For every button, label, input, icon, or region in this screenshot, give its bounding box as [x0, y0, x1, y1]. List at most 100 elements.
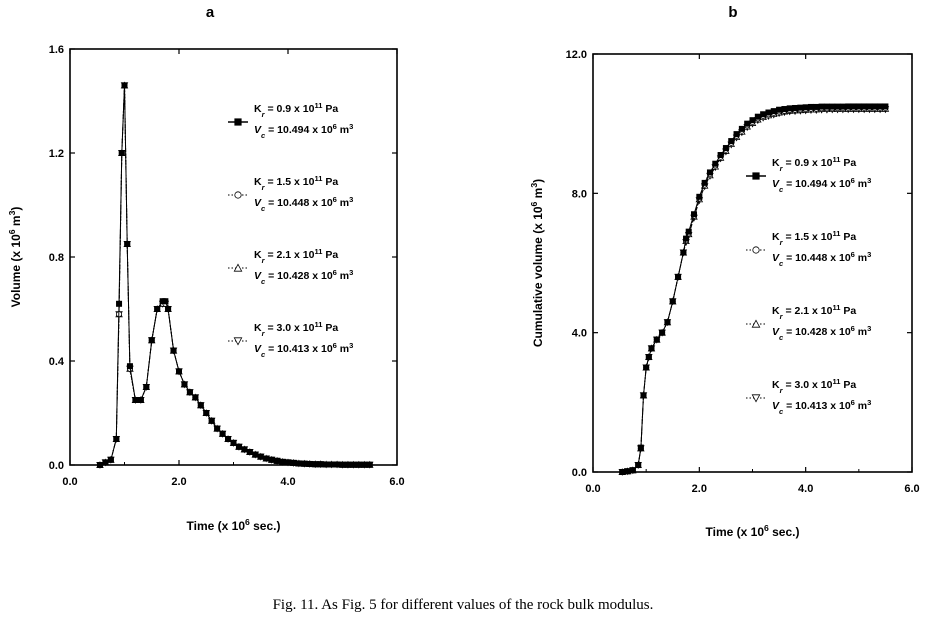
- data-point: [334, 461, 341, 468]
- data-point: [154, 305, 161, 312]
- data-point: [361, 461, 368, 468]
- y-axis-label: Cumulative volume (x 106 m3): [529, 179, 545, 347]
- data-point: [235, 443, 242, 450]
- data-point: [722, 145, 729, 152]
- data-point: [619, 468, 626, 475]
- x-tick-label: 6.0: [904, 483, 919, 495]
- data-point: [675, 273, 682, 280]
- data-point: [328, 461, 335, 468]
- data-point: [818, 103, 825, 110]
- data-point: [635, 462, 642, 469]
- data-point: [765, 109, 772, 116]
- data-point: [776, 106, 783, 113]
- legend-v-value: Vc = 10.494 x 106 m3: [772, 176, 871, 194]
- data-point: [744, 120, 751, 127]
- y-tick-label: 1.6: [49, 44, 64, 56]
- plot-frame: [69, 48, 398, 466]
- x-tick-label: 0.0: [62, 476, 77, 488]
- data-point: [126, 363, 133, 370]
- legend-marker: [751, 394, 761, 403]
- data-point: [290, 459, 297, 466]
- data-point: [685, 228, 692, 235]
- figure-caption: Fig. 11. As Fig. 5 for different values …: [272, 597, 654, 613]
- data-point: [786, 105, 793, 112]
- x-tick-label: 2.0: [171, 476, 186, 488]
- legend-item: Kr = 2.1 x 1011 Pa Vc = 10.428 x 106 m3: [228, 247, 353, 286]
- data-point: [344, 461, 351, 468]
- data-point: [192, 394, 199, 401]
- panel-b: b 0.0 2.0 4.0 6.0 0.0 4.0 8.0 12.0 Time (x 106 se…: [529, 4, 920, 539]
- y-axis-label: Volume (x 106 m3): [7, 207, 23, 308]
- data-point: [781, 106, 788, 113]
- legend-marker: [751, 319, 761, 328]
- legend-marker: [752, 246, 760, 254]
- legend-marker: [233, 337, 243, 346]
- legend-k-value: Kr = 3.0 x 1011 Pa: [772, 377, 856, 395]
- panel-letter: a: [206, 4, 215, 21]
- data-point: [733, 131, 740, 138]
- data-point: [214, 425, 221, 432]
- data-point: [301, 460, 308, 467]
- data-point: [659, 329, 666, 336]
- data-point: [252, 451, 259, 458]
- panel-letter: b: [728, 4, 737, 21]
- data-point: [882, 103, 889, 110]
- legend-marker: [752, 172, 760, 180]
- data-point: [637, 444, 644, 451]
- data-point: [350, 461, 357, 468]
- data-point: [274, 457, 281, 464]
- legend-v-value: Vc = 10.413 x 106 m3: [772, 398, 871, 416]
- data-point: [829, 103, 836, 110]
- legend-k-value: Kr = 1.5 x 1011 Pa: [254, 174, 338, 192]
- data-point: [834, 103, 841, 110]
- data-point: [219, 430, 226, 437]
- data-point: [197, 402, 204, 409]
- legend-k-value: Kr = 1.5 x 1011 Pa: [772, 229, 856, 247]
- data-point: [165, 305, 172, 312]
- data-point: [717, 152, 724, 159]
- data-point: [317, 461, 324, 468]
- legend-v-value: Vc = 10.413 x 106 m3: [254, 341, 353, 359]
- data-point: [96, 461, 103, 468]
- data-point: [813, 103, 820, 110]
- legend-k-value: Kr = 0.9 x 1011 Pa: [772, 155, 856, 173]
- data-point: [802, 104, 809, 111]
- data-point: [643, 364, 650, 371]
- data-point: [148, 337, 155, 344]
- data-point: [792, 104, 799, 111]
- data-point: [306, 460, 313, 467]
- series-1: [96, 82, 373, 468]
- data-point: [807, 103, 814, 110]
- x-tick-label: 6.0: [389, 476, 404, 488]
- data-point: [680, 249, 687, 256]
- data-point: [312, 461, 319, 468]
- legend-item: Kr = 3.0 x 1011 Pa Vc = 10.413 x 106 m3: [746, 377, 871, 416]
- legend-item: Kr = 0.9 x 1011 Pa Vc = 10.494 x 106 m3: [228, 101, 353, 140]
- data-point: [664, 319, 671, 326]
- x-tick-label: 4.0: [280, 476, 295, 488]
- legend-item: Kr = 0.9 x 1011 Pa Vc = 10.494 x 106 m3: [746, 155, 871, 194]
- x-axis-label: Time (x 106 sec.): [706, 523, 800, 539]
- data-point: [877, 103, 884, 110]
- data-point: [701, 179, 708, 186]
- data-point: [116, 300, 123, 307]
- data-point: [355, 461, 362, 468]
- legend-k-value: Kr = 0.9 x 1011 Pa: [254, 101, 338, 119]
- data-point: [246, 448, 253, 455]
- data-point: [706, 169, 713, 176]
- y-tick-label: 0.8: [49, 252, 64, 264]
- legend-item: Kr = 2.1 x 1011 Pa Vc = 10.428 x 106 m3: [746, 303, 871, 342]
- data-point: [845, 103, 852, 110]
- data-point: [230, 439, 237, 446]
- data-point: [669, 298, 676, 305]
- data-point: [866, 103, 873, 110]
- legend-v-value: Vc = 10.448 x 106 m3: [254, 195, 353, 213]
- data-point: [855, 103, 862, 110]
- y-tick-label: 8.0: [572, 188, 587, 200]
- data-point: [760, 111, 767, 118]
- data-point: [648, 345, 655, 352]
- data-point: [823, 103, 830, 110]
